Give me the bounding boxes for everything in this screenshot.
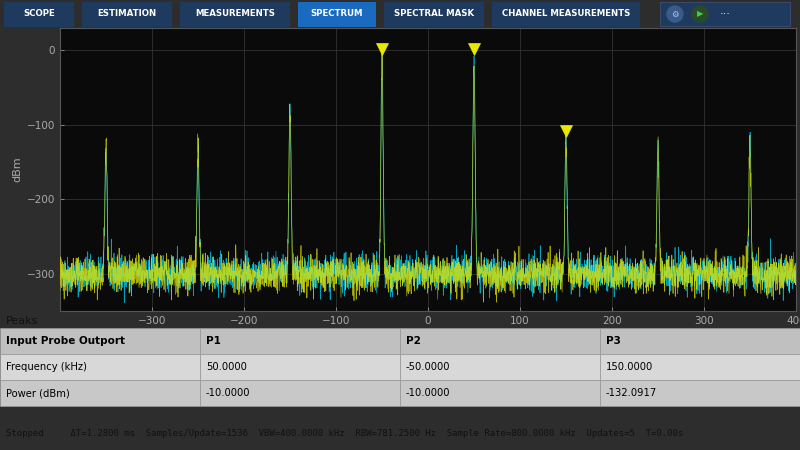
Text: Peaks: Peaks [6, 316, 38, 326]
Bar [200, 380, 400, 406]
Bar [200, 328, 400, 354]
Text: -10.0000: -10.0000 [206, 388, 250, 398]
Bar [0, 354, 200, 380]
Text: ESTIMATION: ESTIMATION [98, 9, 157, 18]
Circle shape [667, 6, 683, 22]
Bar [0, 380, 200, 406]
Bar [400, 328, 600, 354]
Text: -10.0000: -10.0000 [406, 388, 450, 398]
Text: Stopped     ΔT=1.2800 ms  Samples/Update=1536  VBW=400.0000 kHz  RBW=781.2500 Hz: Stopped ΔT=1.2800 ms Samples/Update=1536… [6, 428, 683, 437]
Text: SPECTRAL MASK: SPECTRAL MASK [394, 9, 474, 18]
Text: P2: P2 [406, 336, 421, 346]
Bar [600, 380, 800, 406]
Y-axis label: dBm: dBm [13, 157, 22, 182]
Bar [200, 354, 400, 380]
Bar [600, 354, 800, 380]
Bar [298, 2, 376, 27]
Bar [0, 328, 200, 354]
Text: 50.0000: 50.0000 [206, 362, 247, 372]
X-axis label: Frequency (kHz): Frequency (kHz) [382, 330, 474, 340]
Circle shape [692, 6, 708, 22]
Bar [4, 2, 74, 27]
Text: Frequency (kHz): Frequency (kHz) [6, 362, 87, 372]
Text: SPECTRUM: SPECTRUM [310, 9, 363, 18]
Text: SCOPE: SCOPE [23, 9, 55, 18]
Text: Input Probe Outport: Input Probe Outport [6, 336, 125, 346]
Text: -50.0000: -50.0000 [406, 362, 450, 372]
Text: MEASUREMENTS: MEASUREMENTS [195, 9, 275, 18]
Bar [400, 380, 600, 406]
Text: P3: P3 [606, 336, 621, 346]
Text: Power (dBm): Power (dBm) [6, 388, 70, 398]
Text: -132.0917: -132.0917 [606, 388, 658, 398]
Bar [492, 2, 640, 27]
Text: P1: P1 [206, 336, 221, 346]
Text: 150.0000: 150.0000 [606, 362, 654, 372]
Bar [384, 2, 484, 27]
Text: CHANNEL MEASUREMENTS: CHANNEL MEASUREMENTS [502, 9, 630, 18]
Bar [660, 2, 790, 26]
Bar [82, 2, 172, 27]
Bar [600, 328, 800, 354]
Text: ▶: ▶ [697, 9, 703, 18]
Bar [400, 354, 600, 380]
Bar [180, 2, 290, 27]
Text: ⚙: ⚙ [671, 9, 678, 18]
Text: ···: ··· [719, 9, 730, 19]
